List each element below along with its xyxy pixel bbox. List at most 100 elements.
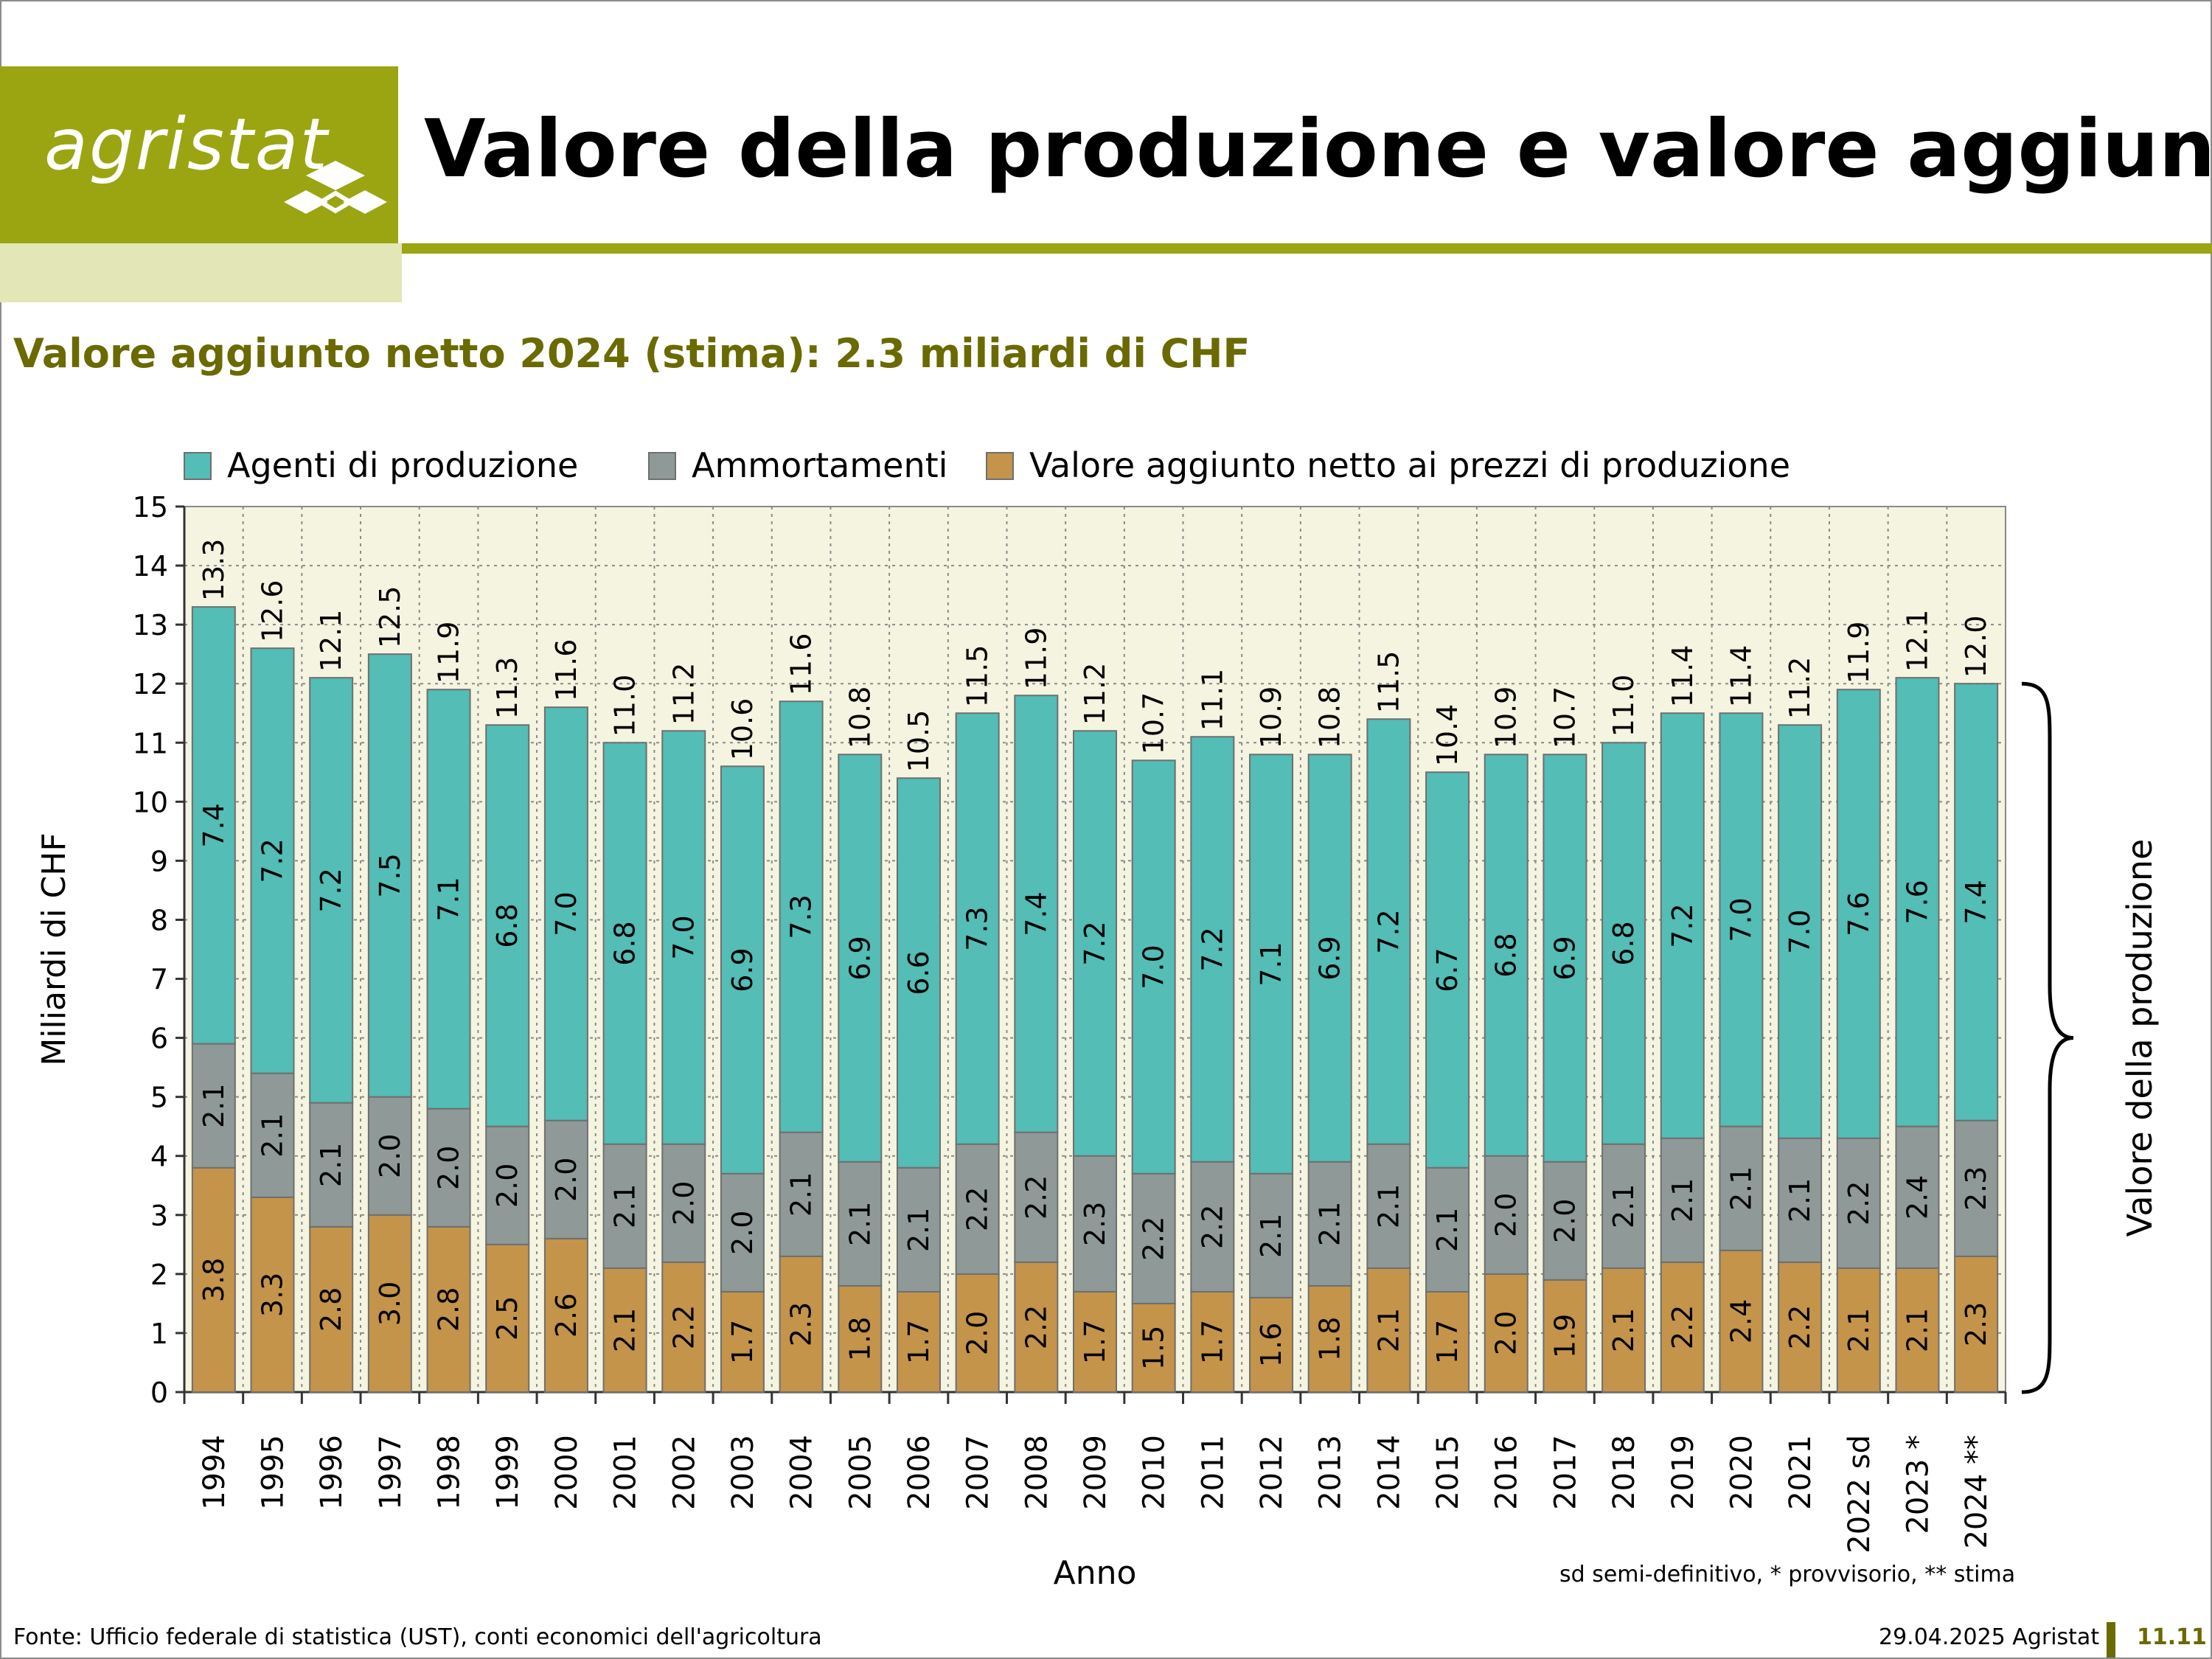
data-label-depreciation: 2.0 [433, 1146, 465, 1190]
data-label-net-value: 2.4 [1725, 1299, 1757, 1343]
bar-segment-production-factors [485, 724, 530, 1127]
bar-segment-net-value [191, 1166, 236, 1394]
bar-segment-production-factors [1954, 683, 1999, 1121]
bar-segment-depreciation [1660, 1137, 1705, 1263]
y-tick-label: 5 [150, 1082, 168, 1114]
data-label-total: 12.5 [374, 586, 406, 649]
x-tick-label: 2012 [1255, 1435, 1289, 1510]
x-tick-label: 1997 [374, 1435, 408, 1510]
bar-segment-depreciation [955, 1143, 1000, 1275]
data-label-production-factors: 7.2 [315, 868, 347, 912]
bar-segment-net-value [309, 1225, 354, 1394]
data-label-production-factors: 6.7 [1431, 947, 1464, 992]
data-label-total: 11.1 [1196, 669, 1228, 731]
data-label-total: 13.3 [198, 539, 230, 602]
bar-segment-production-factors [1425, 771, 1470, 1169]
data-label-net-value: 1.7 [902, 1320, 935, 1364]
data-label-depreciation: 2.1 [198, 1083, 230, 1127]
bar-segment-production-factors [309, 677, 354, 1104]
y-tick-label: 4 [150, 1141, 168, 1173]
data-label-depreciation: 2.0 [1548, 1199, 1581, 1243]
y-tick-label: 12 [133, 668, 168, 700]
header-rule [402, 243, 2212, 254]
bar-segment-depreciation [309, 1102, 354, 1228]
data-label-net-value: 3.3 [257, 1273, 289, 1317]
y-axis-title: Miliardi di CHF [35, 832, 73, 1065]
y-tick-label: 10 [133, 786, 168, 818]
data-label-net-value: 1.7 [1431, 1320, 1464, 1364]
data-label-total: 11.0 [609, 675, 641, 737]
data-label-total: 11.4 [1725, 645, 1757, 708]
data-label-total: 10.6 [726, 698, 759, 761]
data-label-production-factors: 7.0 [1138, 945, 1170, 989]
legend-swatch [986, 452, 1014, 480]
bar-segment-production-factors [250, 647, 295, 1074]
bar-segment-depreciation [602, 1143, 647, 1269]
data-label-net-value: 2.6 [550, 1293, 582, 1338]
data-label-production-factors: 7.0 [1784, 909, 1816, 953]
data-label-total: 11.2 [667, 663, 700, 726]
x-tick-label: 1996 [315, 1435, 349, 1510]
bar-segment-net-value [896, 1290, 941, 1394]
data-label-depreciation: 2.1 [1607, 1184, 1640, 1228]
data-label-total: 11.9 [1020, 627, 1052, 690]
data-label-depreciation: 2.1 [1431, 1208, 1464, 1252]
bar-segment-production-factors [1543, 754, 1587, 1163]
x-tick-label: 1999 [491, 1435, 525, 1510]
data-label-production-factors: 7.2 [1372, 909, 1405, 953]
bar-segment-net-value [1366, 1267, 1411, 1393]
data-label-total: 11.5 [1372, 651, 1405, 714]
data-label-depreciation: 2.4 [1901, 1175, 1933, 1220]
bar-segment-production-factors [426, 689, 471, 1110]
bar-segment-net-value [1014, 1261, 1059, 1394]
data-label-production-factors: 6.9 [844, 936, 876, 980]
data-label-production-factors: 7.4 [198, 803, 230, 847]
legend-label: Valore aggiunto netto ai prezzi di produ… [1029, 445, 1790, 485]
x-tick-label: 2013 [1314, 1435, 1348, 1510]
bar-segment-net-value [1778, 1261, 1823, 1394]
x-tick-label: 2008 [1020, 1435, 1054, 1510]
data-label-total: 12.6 [257, 580, 289, 643]
bar-segment-production-factors [1895, 677, 1940, 1127]
logo-diamonds-icon [284, 161, 387, 214]
footer-divider [2107, 1622, 2115, 1658]
y-tick-label: 9 [150, 845, 168, 877]
data-label-depreciation: 2.2 [1196, 1205, 1228, 1249]
bar-segment-net-value [1543, 1279, 1587, 1393]
brace-label: Valore della produzione [2120, 839, 2160, 1237]
data-label-total: 11.6 [550, 639, 582, 702]
data-label-depreciation: 2.1 [1725, 1166, 1757, 1211]
bar-segment-depreciation [1954, 1119, 1999, 1257]
bar-segment-depreciation [1836, 1137, 1881, 1269]
bar-segment-production-factors [1131, 759, 1176, 1175]
bar-segment-production-factors [1836, 689, 1881, 1139]
x-tick-label: 2000 [550, 1435, 584, 1510]
bar-segment-depreciation [250, 1072, 295, 1198]
data-label-depreciation: 2.1 [844, 1202, 876, 1246]
data-label-depreciation: 2.1 [1666, 1178, 1699, 1222]
data-label-production-factors: 7.1 [433, 877, 465, 921]
y-tick-label: 13 [133, 609, 168, 641]
y-tick-label: 15 [133, 491, 168, 524]
data-label-production-factors: 6.9 [1548, 936, 1581, 980]
bar-segment-production-factors [191, 606, 236, 1045]
bar-segment-depreciation [1366, 1143, 1411, 1269]
data-label-depreciation: 2.1 [1372, 1184, 1405, 1228]
bar-segment-production-factors [1073, 730, 1117, 1157]
x-tick-label: 2002 [667, 1435, 701, 1510]
data-label-depreciation: 2.0 [374, 1134, 406, 1178]
bar-segment-production-factors [720, 765, 765, 1175]
data-label-net-value: 1.8 [1314, 1317, 1346, 1361]
bar-segment-net-value [661, 1261, 706, 1394]
bar-segment-production-factors [1719, 712, 1764, 1127]
bar-segment-production-factors [1190, 736, 1235, 1163]
data-label-total: 11.2 [1784, 657, 1816, 720]
data-label-total: 11.2 [1079, 663, 1111, 726]
x-tick-label: 2020 [1725, 1435, 1759, 1510]
x-tick-label: 2004 [785, 1435, 819, 1510]
data-label-production-factors: 6.8 [1490, 933, 1523, 977]
bar-segment-production-factors [1249, 754, 1294, 1175]
x-tick-label: 1994 [198, 1435, 232, 1510]
logo-box [0, 66, 398, 243]
